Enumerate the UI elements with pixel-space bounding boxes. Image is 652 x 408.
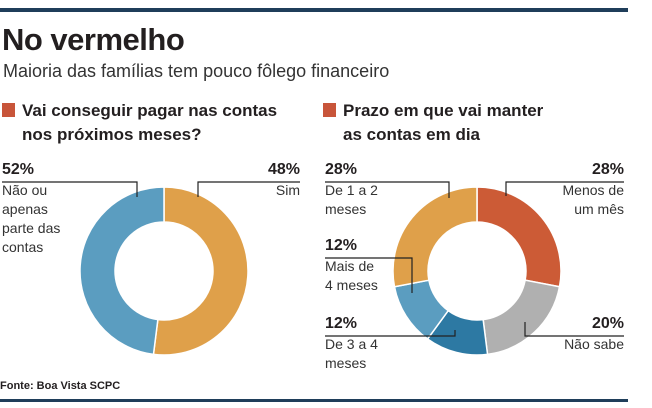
chart2-title: Prazo em que vai manter as contas em dia xyxy=(323,99,633,147)
chart2-label-1a2: De 1 a 2 meses xyxy=(325,182,378,217)
chart2-slice-0 xyxy=(476,186,562,288)
leader-lines xyxy=(2,181,624,337)
chart2-pct-1a2: 28% xyxy=(325,161,358,178)
chart1-pct-nao: 52% xyxy=(2,161,35,178)
chart2-slice-4 xyxy=(392,186,478,288)
chart2-pct-naosabe: 20% xyxy=(591,315,624,332)
chart1-label-sim: Sim xyxy=(275,182,300,198)
chart2-pct-menos1: 28% xyxy=(591,161,624,178)
chart2-leader-mais4 xyxy=(325,257,413,293)
source-note: Fonte: Boa Vista SCPC xyxy=(0,380,121,392)
chart2-title-text: Prazo em que vai manter as contas em dia xyxy=(343,101,544,144)
chart1-title-text: Vai conseguir pagar nas contas nos próxi… xyxy=(22,101,278,144)
chart2-pct-mais4: 12% xyxy=(325,237,358,254)
top-rule xyxy=(0,8,628,12)
chart2-slice-1 xyxy=(482,279,561,356)
chart1-pct-sim: 48% xyxy=(267,161,300,178)
chart2-label-3a4: De 3 a 4 meses xyxy=(325,336,378,371)
chart2-donut xyxy=(392,186,562,356)
chart1-slice-1 xyxy=(79,186,165,356)
chart1-title: Vai conseguir pagar nas contas nos próxi… xyxy=(2,99,302,147)
chart2-pct-3a4: 12% xyxy=(325,315,358,332)
chart1-donut xyxy=(79,186,249,356)
chart2-label-mais4: Mais de 4 meses xyxy=(325,258,378,293)
chart1-label-nao: Não ou apenas parte das contas xyxy=(2,182,61,255)
chart2-label-menos1: Menos de um mês xyxy=(562,182,624,217)
chart1-leader-sim xyxy=(197,181,300,197)
chart2-title-marker xyxy=(323,103,336,117)
chart2-leader-menos1 xyxy=(505,181,624,196)
chart2-leader-naosabe xyxy=(524,322,624,337)
chart1-slice-0 xyxy=(152,186,249,356)
bottom-rule xyxy=(0,399,628,402)
chart2-leader-3a4 xyxy=(325,330,456,337)
chart1-leader-nao xyxy=(2,181,138,197)
page-title: No vermelho xyxy=(2,22,185,57)
chart2-leader-1a2 xyxy=(325,181,450,198)
chart2-label-naosabe: Não sabe xyxy=(564,336,624,352)
chart1-title-marker xyxy=(2,103,15,117)
page-subtitle: Maioria das famílias tem pouco fôlego fi… xyxy=(3,61,390,81)
